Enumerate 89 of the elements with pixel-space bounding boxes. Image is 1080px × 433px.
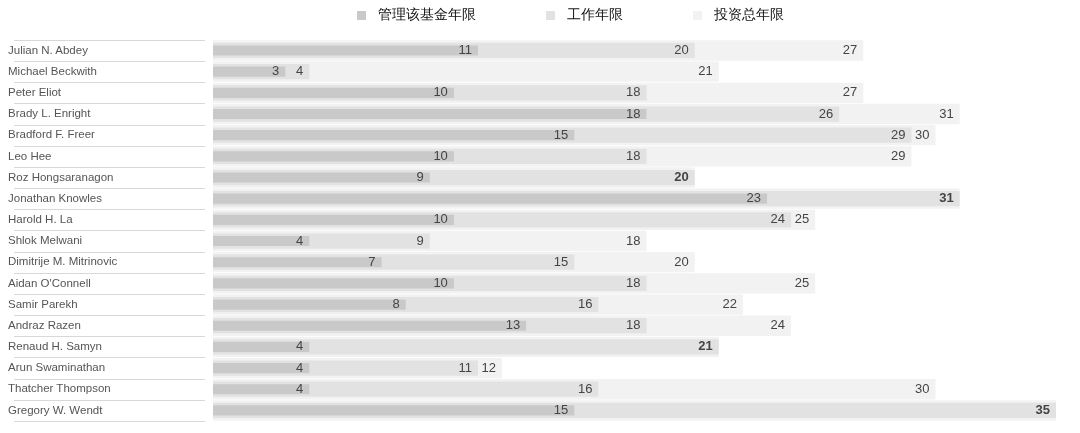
data-label: 27 (842, 84, 858, 100)
y-tick-label: Bradford F. Freer (8, 128, 96, 141)
bar (213, 172, 430, 183)
y-tick-label: Michael Beckwith (8, 64, 97, 77)
data-label: 24 (770, 211, 786, 227)
y-tick-label: Leo Hee (8, 149, 52, 162)
y-tick-label: Thatcher Thompson (8, 382, 111, 395)
data-label: 10 (433, 147, 448, 163)
data-label: 15 (553, 253, 569, 269)
data-label: 24 (770, 317, 786, 333)
data-label: 4 (296, 380, 304, 396)
data-label: 10 (433, 274, 448, 290)
y-tick-label: Julian N. Abdey (8, 43, 89, 56)
data-label: 7 (368, 253, 376, 269)
legend-label: 工作年限 (566, 6, 623, 24)
bar (213, 299, 406, 310)
data-label: 9 (416, 169, 424, 185)
data-label: 9 (416, 232, 424, 248)
data-label: 10 (433, 84, 448, 100)
data-label: 4 (296, 232, 304, 248)
bar (213, 235, 310, 247)
legend-label: 投资总年限 (713, 6, 784, 24)
bar (213, 108, 647, 120)
data-label: 3 (272, 63, 280, 79)
bar (213, 214, 454, 225)
data-label: 18 (626, 147, 641, 163)
data-label: 21 (698, 63, 713, 79)
data-label: 22 (722, 296, 737, 312)
bar (213, 87, 454, 98)
data-label: 11 (458, 42, 472, 58)
bar (213, 320, 527, 331)
bar (213, 130, 575, 141)
y-tick-label: Arun Swaminathan (8, 361, 106, 374)
data-label: 4 (296, 338, 304, 354)
data-label: 30 (915, 380, 930, 396)
bar (213, 193, 767, 204)
legend-label: 管理该基金年限 (377, 6, 476, 24)
data-label: 18 (626, 274, 641, 290)
data-label: 26 (818, 105, 834, 121)
y-tick-label: Brady L. Enright (8, 107, 92, 120)
y-tick-label: Renaud H. Samyn (8, 340, 102, 353)
data-label: 18 (626, 84, 641, 100)
y-tick-label: Samir Parekh (8, 297, 78, 310)
data-label: 35 (1035, 401, 1050, 417)
data-label: 20 (674, 169, 689, 185)
bar (213, 66, 286, 77)
data-label: 15 (553, 126, 569, 142)
data-label: 31 (939, 105, 954, 121)
data-label: 25 (794, 274, 810, 290)
y-tick-label: Jonathan Knowles (8, 191, 103, 204)
data-label: 21 (698, 338, 713, 354)
bar (213, 45, 478, 56)
data-label: 11 (458, 359, 472, 375)
data-label: 4 (296, 359, 304, 375)
data-label: 29 (891, 147, 906, 163)
bar (213, 151, 454, 162)
bar (213, 341, 310, 352)
data-label: 29 (891, 126, 906, 142)
y-tick-label: Gregory W. Wendt (8, 403, 104, 416)
data-label: 31 (939, 190, 954, 206)
y-tick-label: Andraz Razen (8, 318, 81, 331)
bar (213, 278, 454, 289)
bar (213, 257, 382, 268)
data-label: 12 (481, 359, 497, 375)
y-tick-label: Roz Hongsaranagon (8, 170, 114, 183)
y-tick-label: Harold H. La (8, 213, 74, 226)
data-label: 10 (433, 211, 448, 227)
bar (213, 384, 310, 395)
data-label: 16 (577, 296, 593, 312)
data-label: 13 (505, 317, 521, 333)
data-label: 15 (553, 401, 569, 417)
data-label: 30 (915, 126, 930, 142)
bar (213, 405, 575, 416)
data-label: 4 (296, 63, 304, 79)
y-tick-label: Aidan O'Connell (8, 276, 91, 289)
y-tick-label: Peter Eliot (8, 86, 62, 98)
y-tick-label: Shlok Melwani (8, 234, 83, 247)
bar (213, 362, 310, 374)
data-label: 18 (626, 317, 641, 333)
data-label: 8 (392, 296, 400, 312)
data-label: 16 (577, 380, 593, 396)
data-label: 18 (626, 105, 641, 121)
data-label: 18 (626, 232, 641, 248)
data-label: 27 (842, 42, 858, 58)
y-tick-label: Dimitrije M. Mitrinovic (8, 255, 118, 268)
data-label: 20 (674, 253, 689, 269)
data-label: 25 (794, 211, 810, 227)
data-label: 23 (746, 190, 761, 206)
data-label: 20 (674, 42, 689, 58)
